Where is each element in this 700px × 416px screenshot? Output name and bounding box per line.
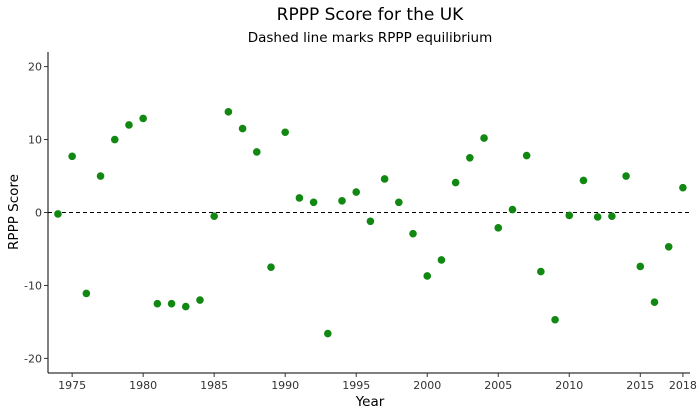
data-point [494,224,503,232]
data-point [68,152,76,161]
data-point [252,148,261,156]
y-tick-label: -20 [24,352,42,365]
data-point [480,134,488,142]
data-point [139,114,147,123]
data-point [167,299,176,308]
data-point [366,217,375,226]
data-point [324,329,332,338]
data-point [82,289,91,298]
data-point [224,108,233,116]
data-point [537,267,545,276]
data-point [96,172,105,180]
x-axis-title: Year [355,394,385,410]
data-point [380,175,389,183]
y-tick-label: 10 [28,134,42,147]
data-point [522,151,531,160]
data-point [125,121,133,129]
data-point [508,205,517,214]
data-point [622,172,630,180]
data-point [309,198,318,207]
x-tick-label: 2000 [413,379,441,392]
data-point [451,178,460,187]
data-point [338,197,346,205]
data-point [565,211,574,220]
data-point [608,212,616,220]
data-point [423,272,432,280]
data-point [636,262,645,271]
data-point [551,315,559,324]
data-point [110,135,119,144]
data-point [409,229,417,238]
data-point [181,302,190,311]
data-point [352,188,361,196]
data-point [267,263,275,272]
data-point [437,256,446,264]
y-tick-label: 0 [35,207,42,220]
data-point [196,296,204,304]
data-point [593,213,602,221]
data-point [153,299,162,308]
x-tick-label: 1985 [200,379,228,392]
y-axis-title: RPPP Score [6,174,22,250]
x-tick-label: 2018 [669,379,697,392]
data-point [650,298,659,307]
data-point [281,128,289,137]
x-tick-label: 2005 [484,379,512,392]
data-point [579,176,588,185]
chart-title: RPPP Score for the UK [277,5,465,25]
x-tick-label: 1995 [342,379,370,392]
x-tick-label: 2010 [555,379,583,392]
y-tick-label: 20 [28,61,42,74]
x-tick-label: 1975 [58,379,86,392]
data-point [395,198,403,207]
data-point [238,124,247,133]
data-point [54,210,62,218]
y-tick-label: -10 [24,279,42,292]
data-point [210,212,218,220]
x-tick-label: 2015 [626,379,654,392]
data-point [295,194,304,202]
data-point [466,153,474,162]
x-tick-label: 1980 [129,379,157,392]
data-point [679,183,687,192]
data-point [664,242,673,251]
chart-subtitle: Dashed line marks RPPP equilibrium [248,30,493,46]
x-tick-label: 1990 [271,379,299,392]
